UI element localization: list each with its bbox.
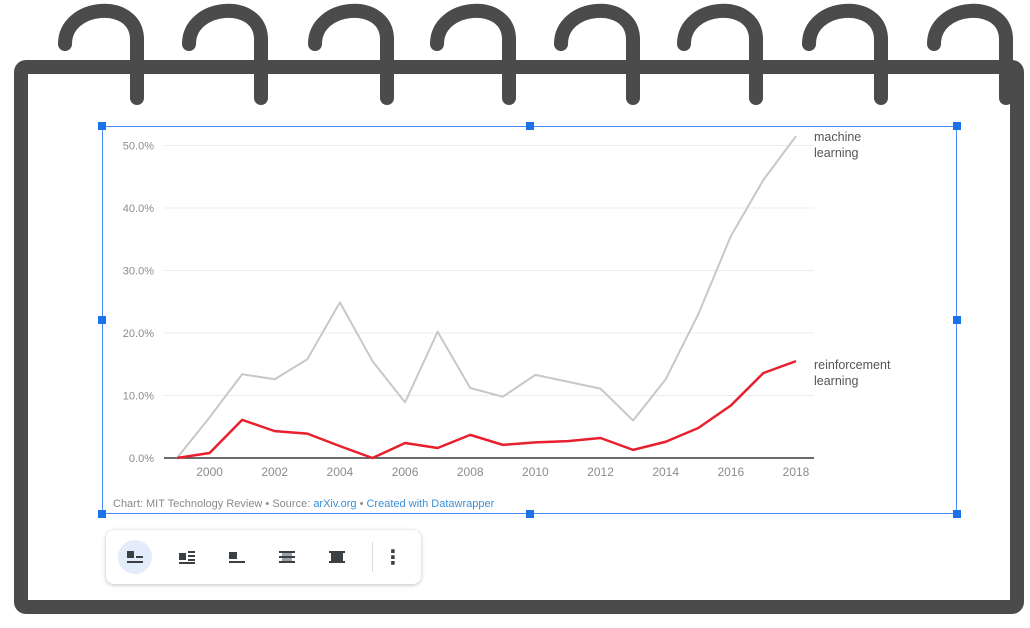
in-front-of-text-button[interactable]	[320, 540, 354, 574]
x-tick-label: 2004	[327, 465, 354, 479]
spiral-ring	[677, 3, 763, 105]
break-text-button[interactable]	[220, 540, 254, 574]
image-options-toolbar: ⋮	[106, 530, 421, 584]
behind-text-icon	[279, 551, 295, 563]
x-tick-label: 2006	[392, 465, 419, 479]
source-prefix: Chart: MIT Technology Review • Source:	[113, 498, 314, 510]
ml-label-line1: machine	[814, 130, 861, 144]
x-tick-label: 2012	[587, 465, 614, 479]
spiral-ring	[430, 3, 516, 105]
x-tick-label: 2016	[717, 465, 744, 479]
resize-handle[interactable]	[98, 122, 106, 130]
spiral-ring	[58, 3, 144, 105]
y-tick-label: 20.0%	[123, 328, 154, 340]
image-selection-box[interactable]	[102, 126, 957, 514]
y-axis-ticks: 0.0% 10.0% 20.0% 30.0% 40.0% 50.0%	[123, 141, 154, 466]
spiral-ring	[554, 3, 640, 105]
y-tick-label: 0.0%	[129, 453, 154, 465]
grid-lines	[164, 145, 814, 459]
inline-layout-button[interactable]	[118, 540, 152, 574]
resize-handle[interactable]	[953, 122, 961, 130]
x-tick-label: 2002	[261, 465, 288, 479]
more-options-button[interactable]: ⋮	[383, 546, 403, 569]
datawrapper-link[interactable]: Created with Datawrapper	[366, 498, 495, 510]
x-tick-label: 2008	[457, 465, 484, 479]
series-lines	[176, 135, 797, 460]
x-tick-label: 2010	[522, 465, 549, 479]
y-tick-label: 10.0%	[123, 391, 154, 403]
resize-handle[interactable]	[953, 316, 961, 324]
ml-label-line2: learning	[814, 146, 859, 160]
rl-label-line2: learning	[814, 374, 859, 388]
resize-handle[interactable]	[953, 510, 961, 518]
source-separator: •	[356, 498, 367, 510]
machine-learning-line	[176, 135, 797, 459]
y-tick-label: 50.0%	[123, 141, 154, 153]
spiral-ring	[308, 3, 394, 105]
y-tick-label: 30.0%	[123, 266, 154, 278]
resize-handle[interactable]	[525, 510, 534, 518]
arxiv-link[interactable]: arXiv.org	[313, 498, 357, 510]
series-labels: machine learning reinforcement learning	[814, 130, 891, 388]
x-tick-label: 2018	[783, 465, 810, 479]
resize-handle[interactable]	[98, 316, 106, 324]
spiral-ring	[802, 3, 888, 105]
notebook-border	[14, 60, 1024, 614]
inline-layout-icon	[127, 551, 143, 563]
spiral-rings	[58, 3, 1013, 105]
wrap-text-icon	[179, 551, 195, 564]
x-tick-label: 2000	[196, 465, 223, 479]
reinforcement-learning-line	[176, 359, 797, 460]
spiral-ring	[182, 3, 268, 105]
rl-label-line1: reinforcement	[814, 358, 891, 372]
wrap-text-button[interactable]	[170, 540, 204, 574]
line-chart[interactable]: 0.0%10.0%20.0%30.0%40.0%50.0% 2000 2002 20…	[102, 126, 957, 514]
x-tick-label: 2014	[652, 465, 679, 479]
break-text-icon	[229, 552, 245, 563]
x-axis-ticks: 2000 2002 2004 2006 2008 2010 2012 2014 2016 2018	[196, 465, 809, 479]
resize-handle[interactable]	[525, 122, 534, 130]
y-tick-label: 40.0%	[123, 203, 154, 215]
toolbar-divider	[372, 542, 373, 572]
resize-handle[interactable]	[98, 510, 106, 518]
spiral-ring	[927, 3, 1013, 105]
chart-source-line: Chart: MIT Technology Review • Source: a…	[113, 498, 494, 510]
behind-text-button[interactable]	[270, 540, 304, 574]
in-front-of-text-icon	[329, 551, 345, 563]
